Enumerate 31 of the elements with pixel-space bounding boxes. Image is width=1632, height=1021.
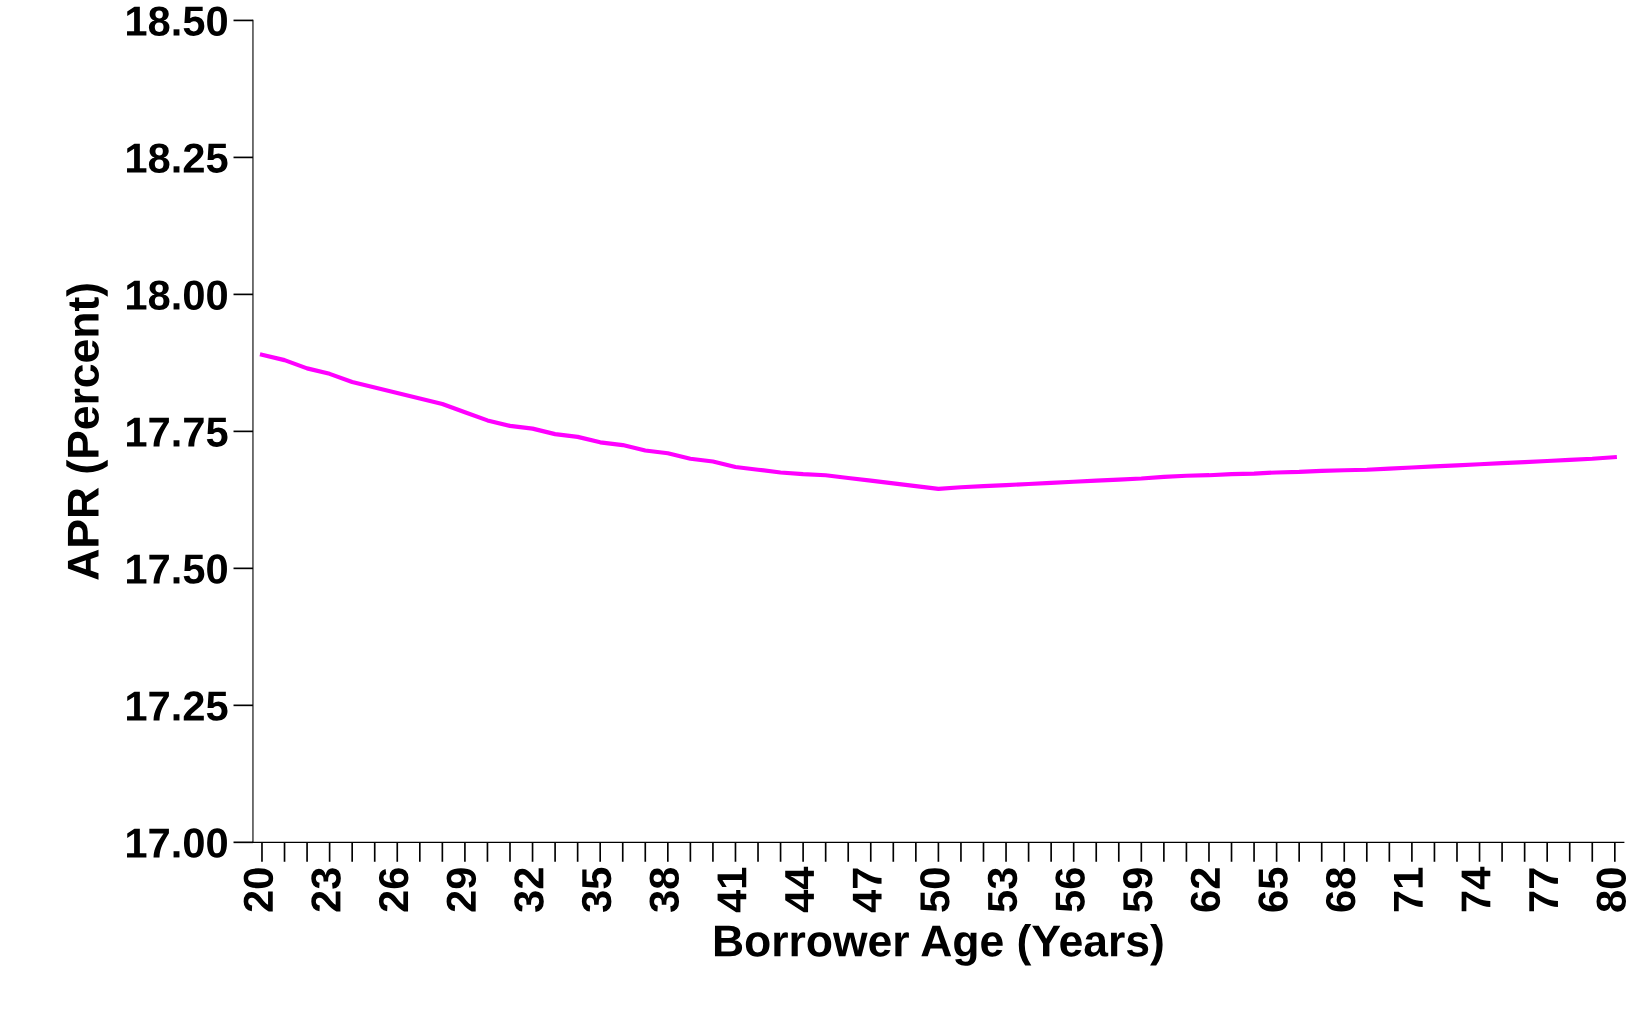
x-tick-label: 20 bbox=[243, 868, 274, 912]
x-tick-label: 47 bbox=[852, 868, 882, 913]
y-tick-label: 18.25 bbox=[127, 143, 228, 173]
x-tick-label: 59 bbox=[1123, 868, 1153, 912]
x-tick-label: 80 bbox=[1596, 868, 1627, 912]
y-tick-label: 17.75 bbox=[127, 417, 228, 447]
x-tick-label: 71 bbox=[1394, 867, 1423, 912]
x-tick-label: 26 bbox=[378, 868, 409, 912]
x-tick-label: 50 bbox=[920, 868, 950, 912]
y-tick-label: 18.50 bbox=[127, 6, 227, 36]
x-tick-label: 53 bbox=[987, 868, 1018, 912]
x-tick-label: 74 bbox=[1461, 866, 1491, 912]
y-tick-label: 17.50 bbox=[127, 554, 227, 584]
x-tick-label: 29 bbox=[446, 868, 477, 912]
y-tick-label: 18.00 bbox=[127, 280, 227, 310]
y-axis-title: APR (Percent) bbox=[66, 284, 108, 580]
x-tick-label: 32 bbox=[514, 868, 544, 913]
x-tick-label: 56 bbox=[1055, 868, 1085, 912]
x-tick-label: 23 bbox=[311, 868, 341, 912]
x-tick-label: 38 bbox=[649, 867, 680, 913]
x-tick-label: 62 bbox=[1190, 868, 1221, 912]
x-tick-label: 44 bbox=[785, 866, 814, 913]
y-tick-label: 17.25 bbox=[127, 691, 228, 721]
x-tick-label: 41 bbox=[717, 867, 747, 913]
x-tick-label: 77 bbox=[1529, 868, 1558, 912]
line-series bbox=[259, 352, 1617, 491]
x-axis-title: Borrower Age (Years) bbox=[714, 924, 1163, 966]
x-tick-label: 68 bbox=[1325, 867, 1356, 912]
y-tick-label: 17.00 bbox=[127, 828, 227, 858]
x-tick-label: 65 bbox=[1258, 867, 1288, 912]
x-tick-label: 35 bbox=[581, 867, 612, 913]
